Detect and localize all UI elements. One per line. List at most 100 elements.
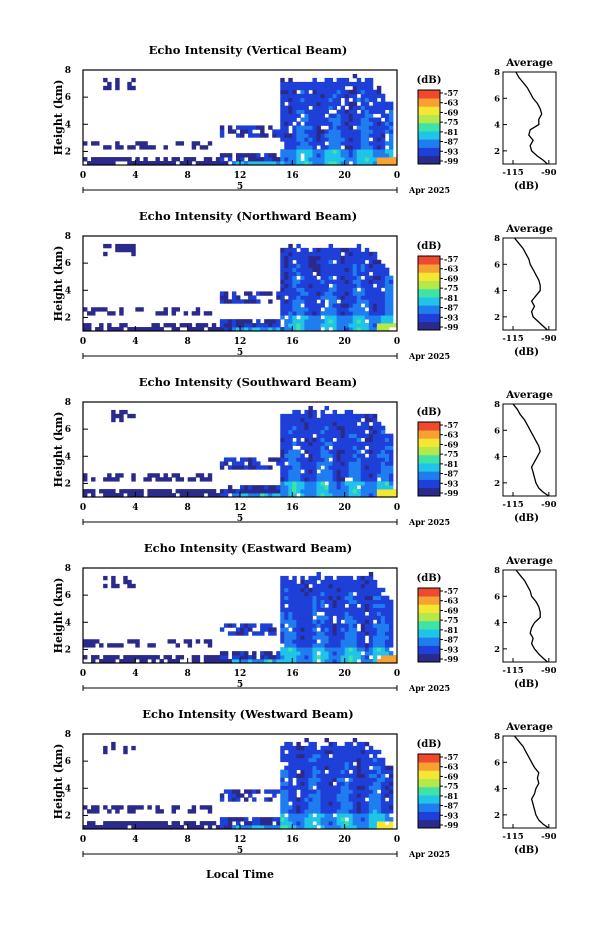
heatmap-cell xyxy=(312,493,317,498)
heatmap-cell xyxy=(244,789,249,794)
heatmap-cell xyxy=(328,591,333,597)
average-title: Average xyxy=(505,57,553,69)
heatmap-cell xyxy=(316,125,321,130)
heatmap-cell xyxy=(368,267,374,273)
heatmap-cell xyxy=(316,793,321,798)
heatmap-cell xyxy=(380,157,386,162)
heatmap-cell xyxy=(352,753,358,759)
heatmap-cell xyxy=(388,769,394,774)
heatmap-cell xyxy=(231,493,237,498)
heatmap-cell xyxy=(384,323,390,328)
heatmap-cell xyxy=(316,785,321,790)
heatmap-cell xyxy=(304,651,309,656)
heatmap-cell xyxy=(115,825,120,830)
heatmap-cell xyxy=(372,801,378,806)
heatmap-cell xyxy=(388,635,394,640)
heatmap-cell xyxy=(296,449,301,454)
heatmap-cell xyxy=(320,279,325,284)
heatmap-cell xyxy=(316,93,321,99)
heatmap-cell xyxy=(284,615,289,620)
heatmap-cell xyxy=(348,445,354,450)
heatmap-cell xyxy=(155,825,160,830)
heatmap-cell xyxy=(264,651,269,656)
heatmap-cell xyxy=(240,327,245,332)
panel-title: Echo Intensity (Eastward Beam) xyxy=(144,541,352,555)
heatmap-cell xyxy=(356,647,362,652)
heatmap-cell xyxy=(203,323,209,328)
heatmap-cell xyxy=(227,789,233,794)
heatmap-cell xyxy=(360,267,366,273)
heatmap-cell xyxy=(340,89,346,95)
heatmap-cell xyxy=(364,583,370,589)
heatmap-cell xyxy=(364,643,370,648)
heatmap-cell xyxy=(356,651,362,656)
heatmap-cell xyxy=(388,789,394,794)
heatmap-cell xyxy=(83,141,88,146)
heatmap-cell xyxy=(280,327,285,332)
heatmap-cell xyxy=(272,631,277,636)
heatmap-cell xyxy=(223,659,229,664)
heatmap-cell xyxy=(348,591,354,597)
heatmap-cell xyxy=(324,765,329,771)
heatmap-cell xyxy=(235,327,241,332)
heatmap-cell xyxy=(296,611,301,616)
heatmap-cell xyxy=(304,145,309,150)
heatmap-cell xyxy=(336,623,342,628)
heatmap-cell xyxy=(380,623,386,628)
heatmap-cell xyxy=(292,461,297,466)
heatmap-cell xyxy=(352,433,358,439)
heatmap-cell xyxy=(340,161,346,166)
heatmap-cell xyxy=(372,149,378,154)
heatmap-cell xyxy=(135,821,140,826)
heatmap-cell xyxy=(159,659,164,664)
heatmap-cell xyxy=(312,275,317,280)
heatmap-cell xyxy=(107,161,112,166)
heatmap-cell xyxy=(376,453,382,458)
heatmap-cell xyxy=(300,433,305,439)
heatmap-cell xyxy=(103,575,108,581)
heatmap-cell xyxy=(280,627,285,632)
heatmap-cell xyxy=(384,619,390,624)
heatmap-cell xyxy=(316,809,321,814)
heatmap-cell xyxy=(223,651,229,656)
heatmap-cell xyxy=(280,461,285,466)
heatmap-cell xyxy=(388,449,394,454)
heatmap-cell xyxy=(316,149,321,154)
heatmap-cell xyxy=(376,619,382,624)
heatmap-cell xyxy=(384,485,390,490)
heatmap-cell xyxy=(364,493,370,498)
colorbar-tick-label: -87 xyxy=(444,469,458,479)
heatmap-cell xyxy=(336,85,342,91)
heatmap-cell xyxy=(312,603,317,608)
heatmap-cell xyxy=(340,153,346,158)
heatmap-cell xyxy=(360,441,366,446)
heatmap-cell xyxy=(304,409,309,415)
heatmap-cell xyxy=(280,809,285,814)
heatmap-cell xyxy=(231,659,237,664)
heatmap-cell xyxy=(336,149,342,154)
heatmap-cell xyxy=(344,291,350,296)
heatmap-cell xyxy=(348,267,354,273)
heatmap-cell xyxy=(127,157,132,162)
heatmap-cell xyxy=(344,655,350,660)
heatmap-cell xyxy=(376,421,382,427)
heatmap-cell xyxy=(288,741,293,747)
heatmap-cell xyxy=(380,425,386,431)
heatmap-cell xyxy=(392,659,398,664)
heatmap-cell xyxy=(83,323,88,328)
heatmap-cell xyxy=(252,659,257,664)
heatmap-cell xyxy=(332,121,338,126)
heatmap-cell xyxy=(235,125,241,130)
heatmap-cell xyxy=(288,121,293,126)
heatmap-cell xyxy=(380,587,386,593)
heatmap-cell xyxy=(292,485,297,490)
heatmap-cell xyxy=(312,599,317,605)
heatmap-cell xyxy=(384,477,390,482)
heatmap-cell xyxy=(340,489,346,494)
heatmap-cell xyxy=(348,595,354,601)
heatmap-cell xyxy=(348,579,354,585)
heatmap-cell xyxy=(344,433,350,439)
heatmap-cell xyxy=(103,243,108,249)
heatmap-cell xyxy=(312,145,317,150)
heatmap-cell xyxy=(111,157,116,162)
